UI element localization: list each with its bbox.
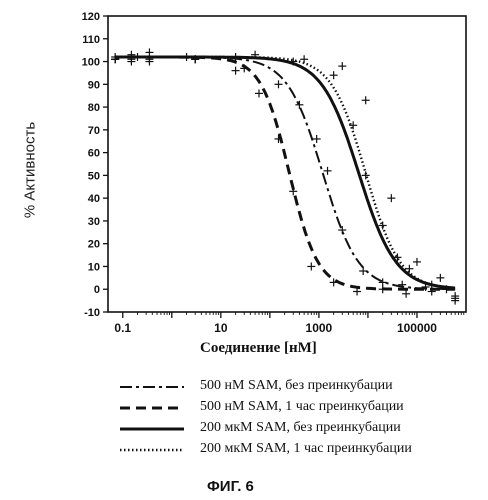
legend-label: 200 мкМ SAM, 1 час преинкубации bbox=[200, 441, 412, 457]
legend-swatch-dashed bbox=[118, 403, 188, 413]
y-tick-label: 30 bbox=[88, 216, 100, 228]
legend-label: 500 нМ SAM, 1 час преинкубации bbox=[200, 399, 404, 415]
x-axis-label: Соединение [нМ] bbox=[200, 340, 317, 357]
x-tick-label: 100000 bbox=[397, 321, 437, 335]
data-point-marker bbox=[436, 274, 444, 282]
data-point-marker bbox=[359, 267, 367, 275]
y-tick-label: 100 bbox=[82, 57, 100, 69]
legend-label: 200 мкМ SAM, без преинкубации bbox=[200, 420, 401, 436]
data-point-marker bbox=[330, 71, 338, 79]
y-tick-label: -10 bbox=[84, 307, 100, 319]
x-tick-label: 10 bbox=[214, 321, 228, 335]
data-point-marker bbox=[232, 67, 240, 75]
data-point-marker bbox=[398, 281, 406, 289]
y-tick-label: 120 bbox=[82, 11, 100, 23]
data-point-marker bbox=[349, 121, 357, 129]
legend-swatch-dashdot bbox=[118, 382, 188, 392]
data-point-marker bbox=[402, 290, 410, 298]
data-point-marker bbox=[289, 187, 297, 195]
chart-plot: -10 0 10 20 30 40 50 60 70 80 90 100 110 120 0.1 10 1000… bbox=[0, 0, 488, 340]
data-point-marker bbox=[145, 48, 153, 56]
data-point-marker bbox=[379, 221, 387, 229]
curve-dashdot bbox=[115, 57, 455, 289]
data-point-marker bbox=[240, 64, 248, 72]
y-tick-label: 50 bbox=[88, 170, 100, 182]
x-tick-label: 1000 bbox=[306, 321, 333, 335]
legend-item: 500 нМ SAM, 1 час преинкубации bbox=[118, 399, 478, 420]
legend-swatch-dotted bbox=[118, 445, 188, 455]
y-tick-label: 10 bbox=[88, 261, 100, 273]
legend-swatch-solid bbox=[118, 424, 188, 434]
data-point-marker bbox=[307, 262, 315, 270]
data-point-marker bbox=[255, 89, 263, 97]
curve-dotted bbox=[115, 57, 455, 288]
data-point-marker bbox=[274, 80, 282, 88]
legend: 500 нМ SAM, без преинкубации 500 нМ SAM,… bbox=[118, 378, 478, 462]
legend-item: 500 нМ SAM, без преинкубации bbox=[118, 378, 478, 399]
legend-item: 200 мкМ SAM, без преинкубации bbox=[118, 420, 478, 441]
data-point-marker bbox=[413, 258, 421, 266]
fit-curves bbox=[115, 57, 455, 289]
data-point-marker bbox=[324, 167, 332, 175]
y-tick-label: 80 bbox=[88, 102, 100, 114]
y-tick-label: 70 bbox=[88, 125, 100, 137]
y-tick-label: 0 bbox=[94, 284, 100, 296]
legend-item: 200 мкМ SAM, 1 час преинкубации bbox=[118, 441, 478, 462]
data-point-marker bbox=[338, 226, 346, 234]
data-point-marker bbox=[183, 53, 191, 61]
data-point-marker bbox=[387, 194, 395, 202]
legend-label: 500 нМ SAM, без преинкубации bbox=[200, 378, 393, 394]
data-point-marker bbox=[362, 171, 370, 179]
data-point-marker bbox=[300, 55, 308, 63]
data-point-marker bbox=[379, 285, 387, 293]
y-tick-label: 60 bbox=[88, 148, 100, 160]
y-tick-label: 110 bbox=[82, 34, 100, 46]
curve-solid bbox=[115, 57, 455, 288]
curve-dashed bbox=[115, 57, 455, 289]
y-tick-label: 40 bbox=[88, 193, 100, 205]
data-point-marker bbox=[338, 62, 346, 70]
y-tick-label: 90 bbox=[88, 79, 100, 91]
data-point-marker bbox=[313, 135, 321, 143]
data-markers bbox=[111, 48, 459, 304]
figure-caption: ФИГ. 6 bbox=[207, 478, 254, 495]
data-point-marker bbox=[362, 96, 370, 104]
y-tick-label: 20 bbox=[88, 239, 100, 251]
x-tick-label: 0.1 bbox=[114, 321, 131, 335]
